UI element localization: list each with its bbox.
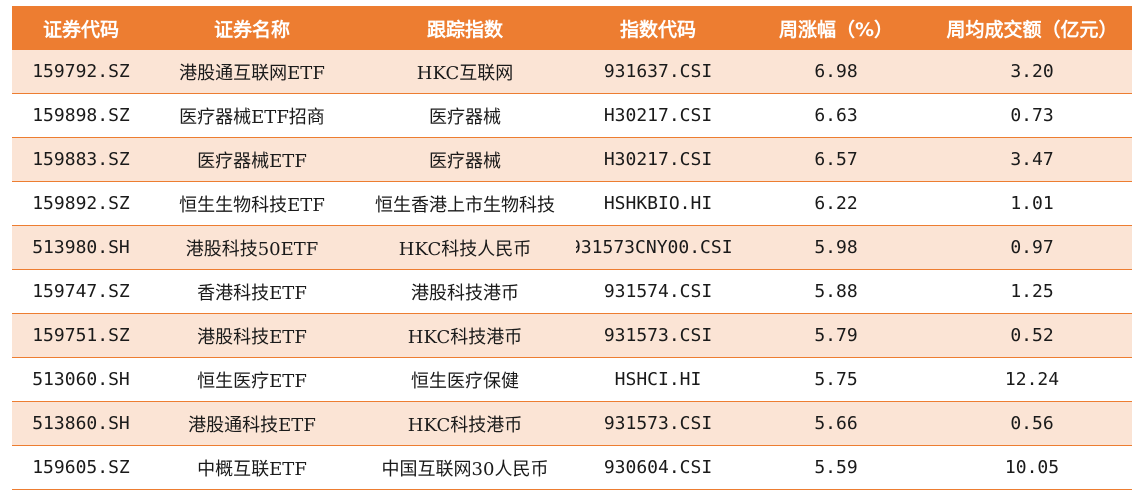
cell-security-code: 159883.SZ [12,137,150,182]
cell-tracked-index: HKC互联网 [354,50,576,94]
cell-avg-weekly-turnover: 0.52 [932,313,1132,358]
header-avg-weekly-turnover: 周均成交额（亿元） [932,6,1132,50]
cell-avg-weekly-turnover: 12.24 [932,357,1132,402]
cell-weekly-gain: 6.98 [740,50,932,94]
cell-avg-weekly-turnover: 1.01 [932,181,1132,226]
cell-security-code: 159747.SZ [12,269,150,314]
table-row: 513980.SH 港股科技50ETF HKC科技人民币 931573CNY00… [12,225,1132,270]
cell-avg-weekly-turnover: 0.97 [932,225,1132,270]
cell-weekly-gain: 6.22 [740,181,932,226]
cell-security-name: 医疗器械ETF [150,137,354,182]
cell-tracked-index: 恒生医疗保健 [354,357,576,402]
table-row: 159883.SZ 医疗器械ETF 医疗器械 H30217.CSI 6.57 3… [12,137,1132,182]
table-row: 159792.SZ 港股通互联网ETF HKC互联网 931637.CSI 6.… [12,50,1132,94]
cell-tracked-index: 港股科技港币 [354,269,576,314]
cell-security-name: 恒生生物科技ETF [150,181,354,226]
cell-security-code: 159892.SZ [12,181,150,226]
cell-weekly-gain: 5.66 [740,401,932,446]
cell-avg-weekly-turnover: 3.47 [932,137,1132,182]
table-body: 159792.SZ 港股通互联网ETF HKC互联网 931637.CSI 6.… [12,50,1132,490]
cell-avg-weekly-turnover: 10.05 [932,445,1132,490]
cell-security-name: 港股通互联网ETF [150,50,354,94]
cell-index-code: 931573CNY00.CSI [576,225,740,270]
cell-avg-weekly-turnover: 0.56 [932,401,1132,446]
cell-weekly-gain: 5.98 [740,225,932,270]
cell-security-code: 159751.SZ [12,313,150,358]
table-row: 513060.SH 恒生医疗ETF 恒生医疗保健 HSHCI.HI 5.75 1… [12,357,1132,402]
cell-avg-weekly-turnover: 0.73 [932,93,1132,138]
cell-security-name: 港股通科技ETF [150,401,354,446]
cell-index-code: 931573.CSI [576,313,740,358]
cell-security-name: 香港科技ETF [150,269,354,314]
cell-tracked-index: 中国互联网30人民币 [354,445,576,490]
table-row: 159747.SZ 香港科技ETF 港股科技港币 931574.CSI 5.88… [12,269,1132,314]
cell-index-code: H30217.CSI [576,93,740,138]
cell-index-code: 931637.CSI [576,50,740,94]
cell-index-code: 931574.CSI [576,269,740,314]
header-row: 证券代码 证券名称 跟踪指数 指数代码 周涨幅（%） 周均成交额（亿元） [12,6,1132,50]
header-security-name: 证券名称 [150,6,354,50]
cell-tracked-index: HKC科技港币 [354,313,576,358]
table-row: 513860.SH 港股通科技ETF HKC科技港币 931573.CSI 5.… [12,401,1132,446]
cell-weekly-gain: 6.63 [740,93,932,138]
cell-avg-weekly-turnover: 3.20 [932,50,1132,94]
cell-tracked-index: 医疗器械 [354,93,576,138]
cell-index-code: HSHKBIO.HI [576,181,740,226]
header-weekly-gain: 周涨幅（%） [740,6,932,50]
cell-weekly-gain: 5.59 [740,445,932,490]
cell-tracked-index: 医疗器械 [354,137,576,182]
cell-security-code: 159792.SZ [12,50,150,94]
etf-weekly-gain-table-container: 证券代码 证券名称 跟踪指数 指数代码 周涨幅（%） 周均成交额（亿元） 159… [12,6,1132,490]
cell-avg-weekly-turnover: 1.25 [932,269,1132,314]
header-index-code: 指数代码 [576,6,740,50]
cell-security-name: 港股科技ETF [150,313,354,358]
cell-tracked-index: HKC科技港币 [354,401,576,446]
cell-security-code: 159605.SZ [12,445,150,490]
cell-weekly-gain: 5.79 [740,313,932,358]
table-row: 159751.SZ 港股科技ETF HKC科技港币 931573.CSI 5.7… [12,313,1132,358]
cell-tracked-index: 恒生香港上市生物科技 [354,181,576,226]
table-row: 159605.SZ 中概互联ETF 中国互联网30人民币 930604.CSI … [12,445,1132,490]
cell-index-code: H30217.CSI [576,137,740,182]
table-header: 证券代码 证券名称 跟踪指数 指数代码 周涨幅（%） 周均成交额（亿元） [12,6,1132,50]
cell-security-code: 513980.SH [12,225,150,270]
table-row: 159898.SZ 医疗器械ETF招商 医疗器械 H30217.CSI 6.63… [12,93,1132,138]
cell-weekly-gain: 5.88 [740,269,932,314]
cell-security-name: 恒生医疗ETF [150,357,354,402]
cell-security-name: 港股科技50ETF [150,225,354,270]
table-row: 159892.SZ 恒生生物科技ETF 恒生香港上市生物科技 HSHKBIO.H… [12,181,1132,226]
cell-index-code: HSHCI.HI [576,357,740,402]
cell-index-code: 930604.CSI [576,445,740,490]
cell-tracked-index: HKC科技人民币 [354,225,576,270]
header-tracked-index: 跟踪指数 [354,6,576,50]
cell-weekly-gain: 6.57 [740,137,932,182]
cell-weekly-gain: 5.75 [740,357,932,402]
cell-security-name: 中概互联ETF [150,445,354,490]
header-security-code: 证券代码 [12,6,150,50]
cell-security-name: 医疗器械ETF招商 [150,93,354,138]
etf-weekly-gain-table: 证券代码 证券名称 跟踪指数 指数代码 周涨幅（%） 周均成交额（亿元） 159… [12,6,1132,490]
cell-security-code: 159898.SZ [12,93,150,138]
cell-index-code: 931573.CSI [576,401,740,446]
cell-security-code: 513860.SH [12,401,150,446]
cell-security-code: 513060.SH [12,357,150,402]
